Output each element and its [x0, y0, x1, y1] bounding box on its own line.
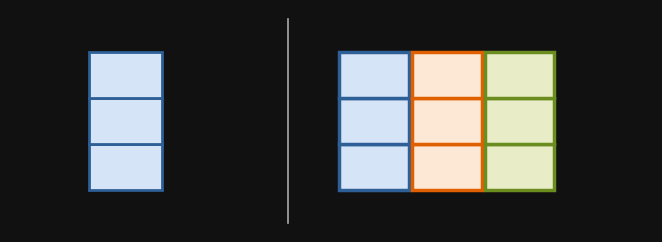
Bar	[89, 52, 162, 98]
Bar	[89, 98, 162, 144]
Bar	[485, 52, 555, 98]
Bar	[339, 52, 408, 98]
Bar	[485, 144, 555, 190]
Bar	[89, 144, 162, 190]
Bar	[412, 98, 482, 144]
Bar	[412, 52, 482, 98]
Bar	[412, 144, 482, 190]
Bar	[339, 144, 408, 190]
Bar	[485, 98, 555, 144]
Bar	[339, 98, 408, 144]
